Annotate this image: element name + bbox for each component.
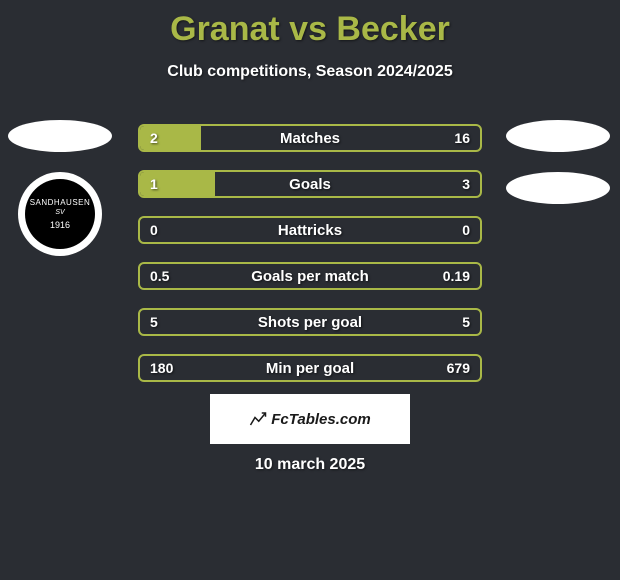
player-placeholder-right-1 (506, 120, 610, 152)
stat-label: Hattricks (140, 218, 480, 242)
badge-year: 1916 (50, 220, 70, 231)
player-placeholder-left (8, 120, 112, 152)
stat-label: Goals per match (140, 264, 480, 288)
right-decor (506, 120, 610, 224)
stat-row: 180Min per goal679 (138, 354, 482, 382)
stat-label: Matches (140, 126, 480, 150)
left-decor: SANDHAUSEN SV 1916 (8, 120, 112, 256)
stat-label: Shots per goal (140, 310, 480, 334)
stat-right-value: 3 (462, 172, 470, 196)
footer-label: FcTables.com (271, 411, 370, 428)
stat-right-value: 5 (462, 310, 470, 334)
chart-icon (249, 410, 267, 428)
footer-attribution: FcTables.com (210, 394, 410, 444)
stat-right-value: 0.19 (443, 264, 470, 288)
subtitle: Club competitions, Season 2024/2025 (0, 63, 620, 81)
stat-row: 0Hattricks0 (138, 216, 482, 244)
stat-row: 2Matches16 (138, 124, 482, 152)
badge-mid-text: SV (55, 209, 64, 217)
club-badge-inner: SANDHAUSEN SV 1916 (25, 179, 95, 249)
stat-label: Goals (140, 172, 480, 196)
date-label: 10 march 2025 (0, 456, 620, 474)
stat-right-value: 16 (454, 126, 470, 150)
club-badge: SANDHAUSEN SV 1916 (18, 172, 102, 256)
page-title: Granat vs Becker (0, 0, 620, 49)
stats-bars: 2Matches16 1Goals3 0Hattricks0 0.5Goals per… (138, 124, 482, 400)
stat-right-value: 679 (447, 356, 470, 380)
stat-row: 1Goals3 (138, 170, 482, 198)
stat-right-value: 0 (462, 218, 470, 242)
player-placeholder-right-2 (506, 172, 610, 204)
stat-label: Min per goal (140, 356, 480, 380)
stat-row: 0.5Goals per match0.19 (138, 262, 482, 290)
badge-top-text: SANDHAUSEN (30, 198, 91, 208)
stat-row: 5Shots per goal5 (138, 308, 482, 336)
